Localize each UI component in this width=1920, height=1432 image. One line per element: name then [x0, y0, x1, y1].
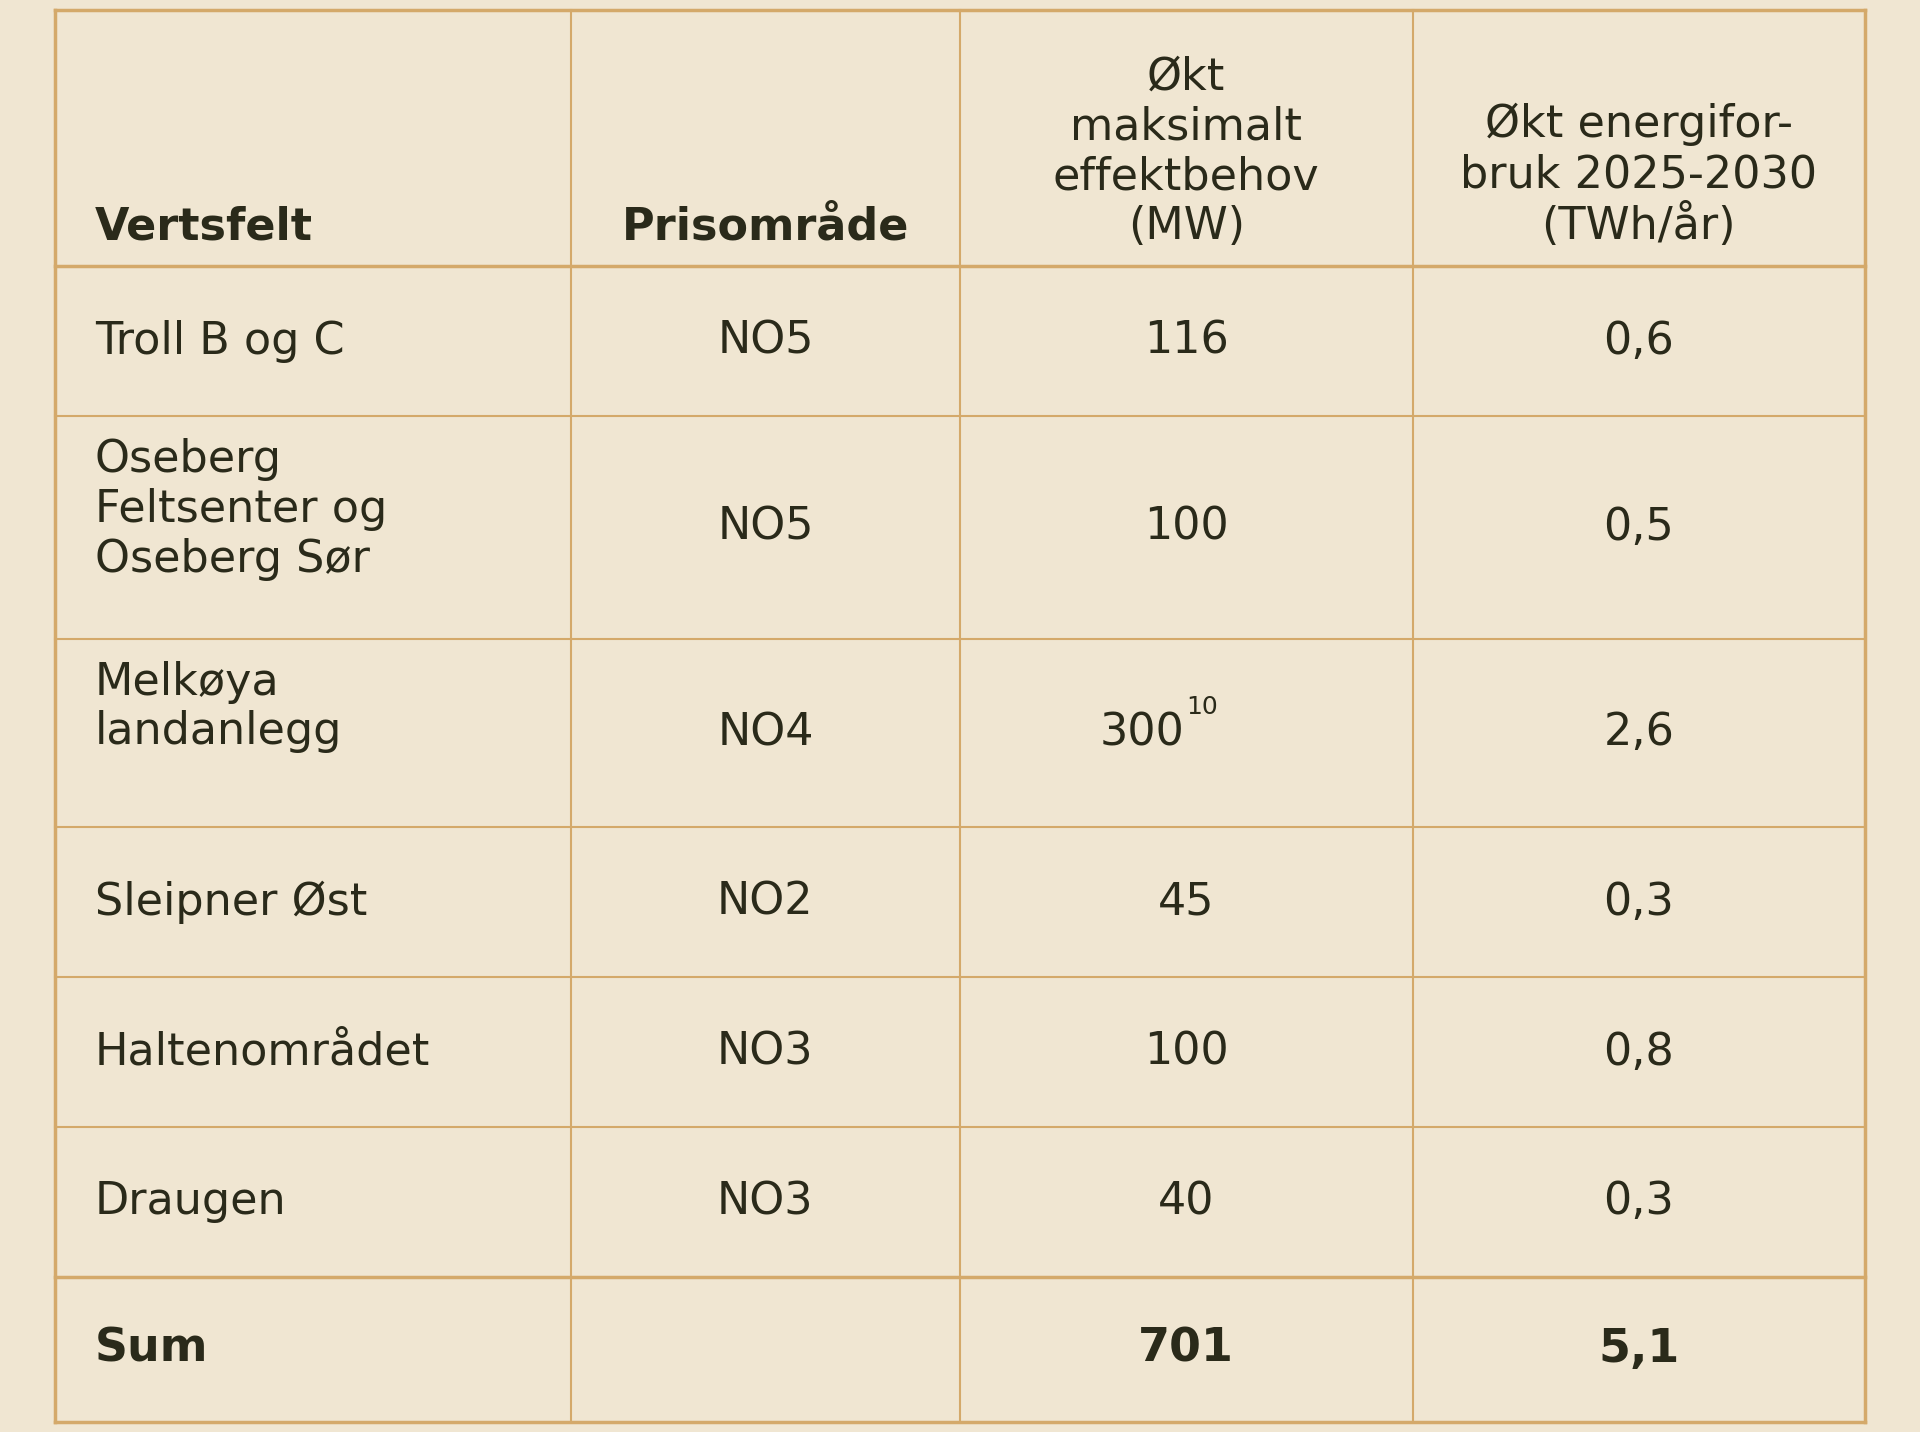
Text: NO3: NO3: [716, 1180, 814, 1223]
Text: Haltenområdet: Haltenområdet: [94, 1031, 430, 1074]
Text: NO3: NO3: [716, 1031, 814, 1074]
Text: 0,3: 0,3: [1603, 881, 1674, 924]
Text: NO4: NO4: [718, 712, 814, 755]
Text: Vertsfelt: Vertsfelt: [94, 205, 313, 248]
Text: Økt energifor-
bruk 2025-2030
(TWh/år): Økt energifor- bruk 2025-2030 (TWh/år): [1461, 103, 1818, 248]
Text: 45: 45: [1158, 881, 1215, 924]
Text: Økt
maksimalt
effektbehov
(MW): Økt maksimalt effektbehov (MW): [1052, 56, 1319, 248]
Text: 0,6: 0,6: [1603, 319, 1674, 362]
Text: 0,5: 0,5: [1603, 505, 1674, 548]
Text: Prisområde: Prisområde: [622, 205, 908, 248]
Text: Oseberg
Feltsenter og
Oseberg Sør: Oseberg Feltsenter og Oseberg Sør: [94, 438, 388, 581]
Text: 0,3: 0,3: [1603, 1180, 1674, 1223]
Text: 5,1: 5,1: [1597, 1327, 1680, 1372]
Text: 100: 100: [1144, 1031, 1229, 1074]
Text: Melkøya
landanlegg: Melkøya landanlegg: [94, 660, 342, 753]
Text: 2,6: 2,6: [1603, 712, 1674, 755]
Text: 100: 100: [1144, 505, 1229, 548]
Text: NO2: NO2: [716, 881, 814, 924]
Text: Sum: Sum: [94, 1327, 207, 1372]
Text: Troll B og C: Troll B og C: [94, 319, 344, 362]
Text: 701: 701: [1139, 1327, 1235, 1372]
Text: 10: 10: [1187, 695, 1217, 719]
Text: NO5: NO5: [718, 505, 814, 548]
Text: Sleipner Øst: Sleipner Øst: [94, 881, 367, 924]
Text: Draugen: Draugen: [94, 1180, 286, 1223]
Text: NO5: NO5: [718, 319, 814, 362]
Text: 40: 40: [1158, 1180, 1215, 1223]
Text: 116: 116: [1144, 319, 1229, 362]
Text: 0,8: 0,8: [1603, 1031, 1674, 1074]
Text: 300: 300: [1100, 712, 1185, 755]
